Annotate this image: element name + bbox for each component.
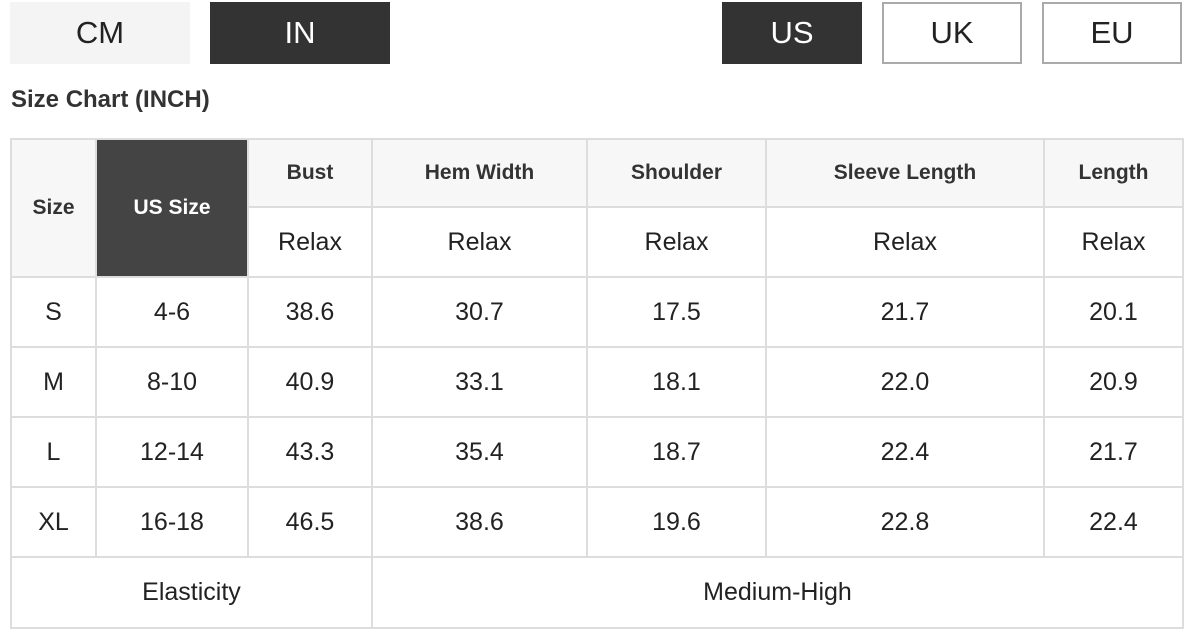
cell: L (10, 416, 97, 488)
fit-cell: Relax (371, 206, 588, 278)
header-shoulder: Shoulder (586, 138, 767, 208)
region-eu-button[interactable]: EU (1042, 2, 1182, 64)
cell: 35.4 (371, 416, 588, 488)
cell: 22.4 (765, 416, 1045, 488)
cell: 18.1 (586, 346, 767, 418)
fit-cell: Relax (1043, 206, 1184, 278)
elasticity-value: Medium-High (371, 556, 1184, 629)
cell: 21.7 (1043, 416, 1184, 488)
cell: 22.4 (1043, 486, 1184, 558)
cell: XL (10, 486, 97, 558)
header-hem-width: Hem Width (371, 138, 588, 208)
table-row: S 4-6 38.6 30.7 17.5 21.7 20.1 (10, 276, 1184, 348)
cell: 17.5 (586, 276, 767, 348)
region-us-button[interactable]: US (722, 2, 862, 64)
cell: 46.5 (247, 486, 373, 558)
header-bust: Bust (247, 138, 373, 208)
header-length: Length (1043, 138, 1184, 208)
cell: 20.9 (1043, 346, 1184, 418)
cell: 8-10 (95, 346, 249, 418)
cell: 40.9 (247, 346, 373, 418)
cell: 20.1 (1043, 276, 1184, 348)
cell: 33.1 (371, 346, 588, 418)
cell: 4-6 (95, 276, 249, 348)
region-uk-button[interactable]: UK (882, 2, 1022, 64)
cell: 22.8 (765, 486, 1045, 558)
table-row: L 12-14 43.3 35.4 18.7 22.4 21.7 (10, 416, 1184, 488)
cell: 38.6 (247, 276, 373, 348)
header-size: Size (10, 138, 97, 278)
cell: 12-14 (95, 416, 249, 488)
fit-cell: Relax (586, 206, 767, 278)
header-sleeve-length: Sleeve Length (765, 138, 1045, 208)
elasticity-row: Elasticity Medium-High (10, 556, 1184, 629)
elasticity-label: Elasticity (10, 556, 373, 629)
size-chart-table: Size US Size Bust Hem Width Shoulder Sle… (10, 138, 1184, 629)
unit-cm-button[interactable]: CM (10, 2, 190, 64)
table-row: M 8-10 40.9 33.1 18.1 22.0 20.9 (10, 346, 1184, 418)
cell: S (10, 276, 97, 348)
cell: 38.6 (371, 486, 588, 558)
fit-cell: Relax (765, 206, 1045, 278)
cell: 19.6 (586, 486, 767, 558)
cell: 21.7 (765, 276, 1045, 348)
cell: M (10, 346, 97, 418)
cell: 18.7 (586, 416, 767, 488)
cell: 22.0 (765, 346, 1045, 418)
fit-cell: Relax (247, 206, 373, 278)
size-chart-title: Size Chart (INCH) (11, 86, 210, 113)
cell: 30.7 (371, 276, 588, 348)
header-us-size: US Size (95, 138, 249, 278)
cell: 16-18 (95, 486, 249, 558)
cell: 43.3 (247, 416, 373, 488)
unit-in-button[interactable]: IN (210, 2, 390, 64)
table-row: XL 16-18 46.5 38.6 19.6 22.8 22.4 (10, 486, 1184, 558)
